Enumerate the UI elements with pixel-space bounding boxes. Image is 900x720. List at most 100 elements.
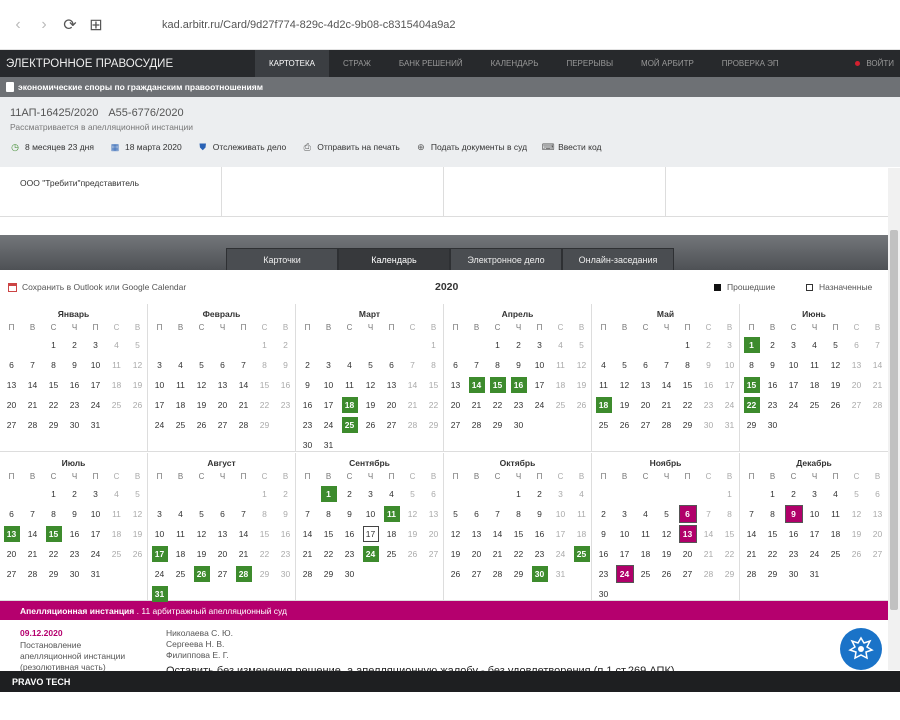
- day-number: 7: [30, 509, 35, 519]
- day-number: 26: [132, 400, 143, 410]
- calendar-day: 22: [487, 395, 508, 415]
- day-number: 24: [154, 420, 165, 430]
- instance-bar: Апелляционная инстанция . 11 арбитражный…: [0, 601, 900, 620]
- day-number: 25: [555, 400, 566, 410]
- case-action[interactable]: ◷ 8 месяцев 23 дня: [10, 142, 94, 153]
- scheduled-hearing-day[interactable]: 9: [783, 504, 804, 524]
- day-number: 6: [9, 509, 14, 519]
- day-number: 10: [724, 360, 735, 370]
- nav-item[interactable]: ПЕРЕРЫВЫ: [566, 59, 614, 68]
- tab-2[interactable]: Электронное дело: [450, 248, 562, 270]
- calendar-day: 17: [550, 524, 571, 544]
- site-brand[interactable]: ЭЛЕКТРОННОЕ ПРАВОСУДИЕ: [6, 57, 174, 70]
- calendar-day: 31: [550, 564, 571, 584]
- calendar-day: 6: [635, 355, 656, 375]
- day-number: 20: [6, 400, 17, 410]
- calendar-day: 10: [85, 355, 106, 375]
- day-number: 25: [111, 549, 122, 559]
- day-number: 27: [386, 420, 397, 430]
- past-hearing-day[interactable]: 17: [149, 544, 170, 564]
- apps-icon[interactable]: ⊞: [89, 16, 103, 34]
- decision-type[interactable]: Постановление апелляционной инстанции (р…: [20, 640, 150, 673]
- day-number: 12: [132, 360, 143, 370]
- empty-day: [22, 335, 43, 355]
- weekday-label: Ч: [71, 323, 78, 332]
- case-action[interactable]: ▦ 18 марта 2020: [110, 142, 182, 153]
- empty-day: [233, 484, 254, 504]
- past-hearing-day[interactable]: 25: [339, 415, 360, 435]
- calendar-day: 26: [445, 564, 466, 584]
- back-button[interactable]: ‹: [15, 15, 21, 33]
- footer-brand[interactable]: PRAVO TECH: [12, 676, 71, 687]
- nav-item[interactable]: МОЙ АРБИТР: [641, 59, 694, 68]
- nav-item[interactable]: ПРОВЕРКА ЭП: [721, 59, 779, 68]
- nav-item[interactable]: СТРАЖ: [342, 59, 371, 68]
- calendar-day: 4: [825, 484, 846, 504]
- scheduled-hearing-day[interactable]: 13: [677, 524, 698, 544]
- nav-item[interactable]: КАРТОТЕКА: [255, 50, 329, 77]
- day-number: 14: [302, 529, 313, 539]
- past-hearing-day[interactable]: 18: [339, 395, 360, 415]
- first-instance-number[interactable]: А55-6776/2020: [108, 107, 184, 119]
- day-number: 28: [27, 569, 38, 579]
- tab-1[interactable]: Календарь: [338, 248, 450, 270]
- party-representative[interactable]: ООО "Требити"представитель: [20, 178, 140, 188]
- past-hearing-day[interactable]: 11: [381, 504, 402, 524]
- case-action-label: Отслеживать дело: [212, 142, 287, 152]
- day-number: 24: [534, 400, 545, 410]
- calendar-day: 28: [656, 415, 677, 435]
- past-hearing-day[interactable]: 1: [741, 335, 762, 355]
- month-name: Июль: [61, 458, 86, 468]
- past-hearing-day[interactable]: 15: [43, 524, 64, 544]
- eagle-emblem-icon[interactable]: [840, 628, 882, 670]
- tab-0[interactable]: Карточки: [226, 248, 338, 270]
- case-action[interactable]: ⛊ Отслеживать дело: [198, 142, 287, 153]
- nav-item[interactable]: БАНК РЕШЕНИЙ: [398, 59, 463, 68]
- day-number: 20: [428, 529, 439, 539]
- day-number: 23: [767, 400, 778, 410]
- case-action[interactable]: ⊕ Подать документы в суд: [416, 142, 527, 153]
- day-number: 28: [746, 569, 757, 579]
- past-hearing-day[interactable]: 1: [318, 484, 339, 504]
- day-number: 5: [199, 509, 204, 519]
- past-hearing-day[interactable]: 24: [360, 544, 381, 564]
- calendar-day: 23: [508, 395, 529, 415]
- nav-item[interactable]: КАЛЕНДАРЬ: [490, 59, 539, 68]
- weekday-label: Ч: [367, 323, 374, 332]
- address-bar[interactable]: kad.arbitr.ru/Card/9d27f774-829c-4d2c-9b…: [162, 18, 456, 31]
- past-hearing-day[interactable]: 16: [508, 375, 529, 395]
- forward-button[interactable]: ›: [41, 15, 47, 33]
- calendar-day: 11: [593, 375, 614, 395]
- scheduled-hearing-day[interactable]: 6: [677, 504, 698, 524]
- scrollbar-thumb[interactable]: [890, 230, 898, 610]
- day-number: 24: [615, 565, 634, 583]
- past-hearing-day[interactable]: 18: [593, 395, 614, 415]
- past-hearing-day[interactable]: 25: [571, 544, 592, 564]
- calendar-day: 2: [762, 335, 783, 355]
- save-to-calendar-button[interactable]: Сохранить в Outlook или Google Calendar: [8, 282, 186, 292]
- past-hearing-day[interactable]: 22: [741, 395, 762, 415]
- past-hearing-day[interactable]: 13: [1, 524, 22, 544]
- day-number: 24: [90, 400, 101, 410]
- calendar-day: 1: [423, 335, 444, 355]
- day-number: 20: [450, 400, 461, 410]
- day-number: 25: [573, 546, 590, 562]
- reload-button[interactable]: ⟳: [63, 16, 77, 34]
- page-scrollbar[interactable]: [888, 168, 900, 670]
- past-hearing-day[interactable]: 28: [233, 564, 254, 584]
- login-button[interactable]: ВОЙТИ: [855, 50, 894, 77]
- past-hearing-day[interactable]: 15: [741, 375, 762, 395]
- case-action[interactable]: ⎙ Отправить на печать: [302, 142, 400, 153]
- tab-3[interactable]: Онлайн-заседания: [562, 248, 674, 270]
- past-hearing-day[interactable]: 14: [466, 375, 487, 395]
- case-action[interactable]: ⌨ Ввести код: [542, 142, 602, 153]
- calendar-day: 7: [297, 504, 318, 524]
- past-hearing-day[interactable]: 31: [149, 584, 170, 604]
- past-hearing-day[interactable]: 15: [487, 375, 508, 395]
- calendar-day: 3: [804, 484, 825, 504]
- scheduled-hearing-day[interactable]: 24: [614, 564, 635, 584]
- past-hearing-day[interactable]: 26: [191, 564, 212, 584]
- past-hearing-day[interactable]: 30: [529, 564, 550, 584]
- day-number: 15: [513, 529, 524, 539]
- calendar-day: 3: [149, 355, 170, 375]
